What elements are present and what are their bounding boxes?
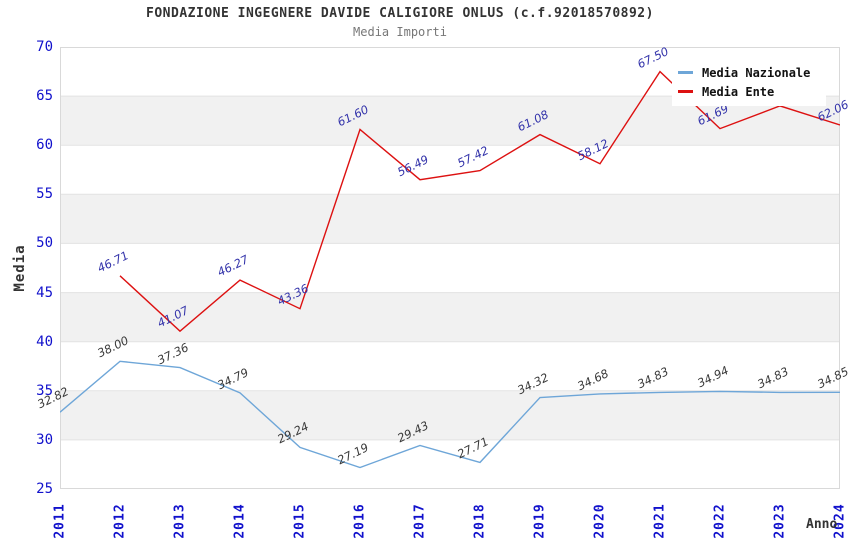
x-tick-label-2011: 2011 bbox=[52, 503, 68, 539]
x-tick-label-2022: 2022 bbox=[712, 503, 728, 539]
x-tick-label-2015: 2015 bbox=[292, 503, 308, 539]
x-tick-label-2016: 2016 bbox=[352, 503, 368, 539]
y-tick-label-35: 35 bbox=[36, 382, 53, 399]
media-ente-line bbox=[119, 70, 840, 333]
x-tick-label-2021: 2021 bbox=[652, 503, 668, 539]
x-tick-label-2017: 2017 bbox=[412, 503, 428, 539]
y-tick-label-55: 55 bbox=[36, 186, 53, 203]
x-tick-label-2020: 2020 bbox=[592, 503, 608, 539]
legend-line-icon-nazionale bbox=[678, 71, 693, 74]
legend: Media Nazionale Media Ente bbox=[672, 58, 826, 106]
legend-line-icon-ente bbox=[678, 90, 693, 93]
x-tick-label-2013: 2013 bbox=[172, 503, 188, 539]
y-tick-label-70: 70 bbox=[36, 39, 53, 55]
media-nazionale-line bbox=[60, 360, 840, 469]
x-axis-label: Anno bbox=[806, 517, 838, 532]
y-tick-label-25: 25 bbox=[36, 481, 53, 497]
legend-label-ente: Media Ente bbox=[702, 84, 775, 99]
chart-title: FONDAZIONE INGEGNERE DAVIDE CALIGIORE ON… bbox=[146, 6, 654, 21]
y-tick-label-40: 40 bbox=[36, 333, 53, 350]
x-tick-label-2012: 2012 bbox=[112, 503, 128, 539]
y-tick-label-60: 60 bbox=[36, 137, 53, 154]
y-tick-label-30: 30 bbox=[36, 431, 53, 448]
x-tick-label-2023: 2023 bbox=[772, 503, 788, 539]
legend-label-nazionale: Media Nazionale bbox=[702, 65, 811, 80]
x-tick-label-2018: 2018 bbox=[472, 503, 488, 539]
x-tick-label-2019: 2019 bbox=[532, 503, 548, 539]
x-tick-label-2014: 2014 bbox=[232, 503, 248, 539]
legend-item-media-nazionale: Media Nazionale bbox=[678, 63, 820, 82]
chart-subtitle: Media Importi bbox=[353, 25, 447, 39]
y-tick-label-45: 45 bbox=[36, 284, 53, 301]
legend-item-media-ente: Media Ente bbox=[678, 82, 820, 101]
y-tick-label-65: 65 bbox=[36, 88, 53, 105]
y-tick-label-50: 50 bbox=[36, 235, 53, 252]
